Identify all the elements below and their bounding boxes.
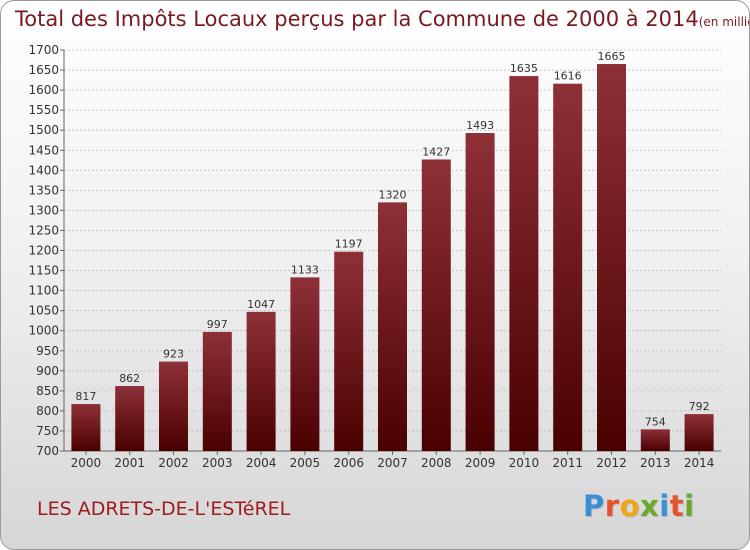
x-tick-label: 2008 [421,456,452,470]
bar [378,202,407,451]
y-tick-label: 800 [36,404,59,418]
y-tick-label: 1500 [28,123,59,137]
logo-letter: x [640,489,660,523]
logo-letter: i [684,489,695,523]
y-tick-label: 850 [36,384,59,398]
bar [290,277,320,451]
bar [71,404,101,451]
value-label: 1493 [466,119,494,132]
x-tick-label: 2013 [640,456,671,470]
value-label: 1133 [291,263,319,276]
x-tick-label: 2014 [684,456,715,470]
bar [640,429,670,451]
y-tick-label: 950 [36,344,59,358]
x-tick-label: 2009 [465,456,496,470]
bar [553,83,583,452]
y-tick-label: 1700 [28,43,59,57]
commune-name: LES ADRETS-DE-L'ESTéREL [37,498,291,520]
value-label: 1665 [598,50,626,63]
y-tick-label: 1400 [28,163,59,177]
bar [597,64,626,451]
x-tick-label: 2012 [596,456,627,470]
value-label: 1427 [422,145,450,158]
x-tick-label: 2005 [290,456,321,470]
logo-letter: P [583,489,605,523]
logo-letter: r [604,489,620,523]
bar [509,76,539,451]
bar [465,133,495,451]
labels: 817 2000 862 2001 923 2002 997 2003 1047 2004 1133… [71,50,715,470]
bar [246,311,276,451]
bar [684,414,714,451]
title-line: Total des Impôts Locaux perçus par la Co… [15,7,749,31]
value-label: 1320 [379,188,407,201]
y-tick-label: 1250 [28,223,59,237]
x-tick-label: 2010 [509,456,540,470]
y-tick-label: 1300 [28,203,59,217]
value-label: 1047 [247,298,275,311]
y-tick-label: 1650 [28,63,59,77]
x-tick-label: 2007 [377,456,408,470]
y-tick-label: 750 [36,424,59,438]
value-label: 792 [689,400,710,413]
x-tick-label: 2006 [333,456,364,470]
logo-letter: t [669,489,685,523]
y-tick-label: 1600 [28,83,59,97]
y-tick-label: 1350 [28,183,59,197]
bar [159,361,188,451]
logo-letter: i [659,489,670,523]
bar [334,251,364,451]
value-label: 1616 [554,70,582,83]
x-tick-label: 2000 [71,456,102,470]
x-tick-label: 2003 [202,456,233,470]
y-tick-label: 1450 [28,143,59,157]
logo-letter: o [619,489,641,523]
value-label: 997 [207,318,228,331]
chart-title: Total des Impôts Locaux perçus par la Co… [15,7,699,31]
y-tick-label: 1050 [28,304,59,318]
y-tick-label: 700 [36,444,59,458]
y-tick-label: 1100 [28,284,59,298]
value-label: 1197 [335,238,363,251]
value-label: 754 [645,415,666,428]
x-tick-label: 2001 [114,456,145,470]
y-tick-label: 1550 [28,103,59,117]
y-tick-label: 1150 [28,264,59,278]
x-tick-label: 2011 [552,456,583,470]
bars [71,64,714,452]
x-tick-label: 2002 [158,456,189,470]
value-label: 1635 [510,62,538,75]
x-tick-label: 2004 [246,456,277,470]
bar [202,331,232,451]
bar [421,159,451,451]
value-label: 862 [119,372,140,385]
chart-unit: (en milliers d'€) [698,15,749,29]
axes: 700 750 800 850 900 950 1000 1050 1100 1150 1200 12… [28,43,721,458]
proxiti-logo: Proxiti [583,489,695,523]
value-label: 817 [75,390,96,403]
y-tick-label: 1000 [28,324,59,338]
bar [115,386,145,451]
y-tick-label: 1200 [28,244,59,258]
y-tick-label: 900 [36,364,59,378]
value-label: 923 [163,348,184,361]
